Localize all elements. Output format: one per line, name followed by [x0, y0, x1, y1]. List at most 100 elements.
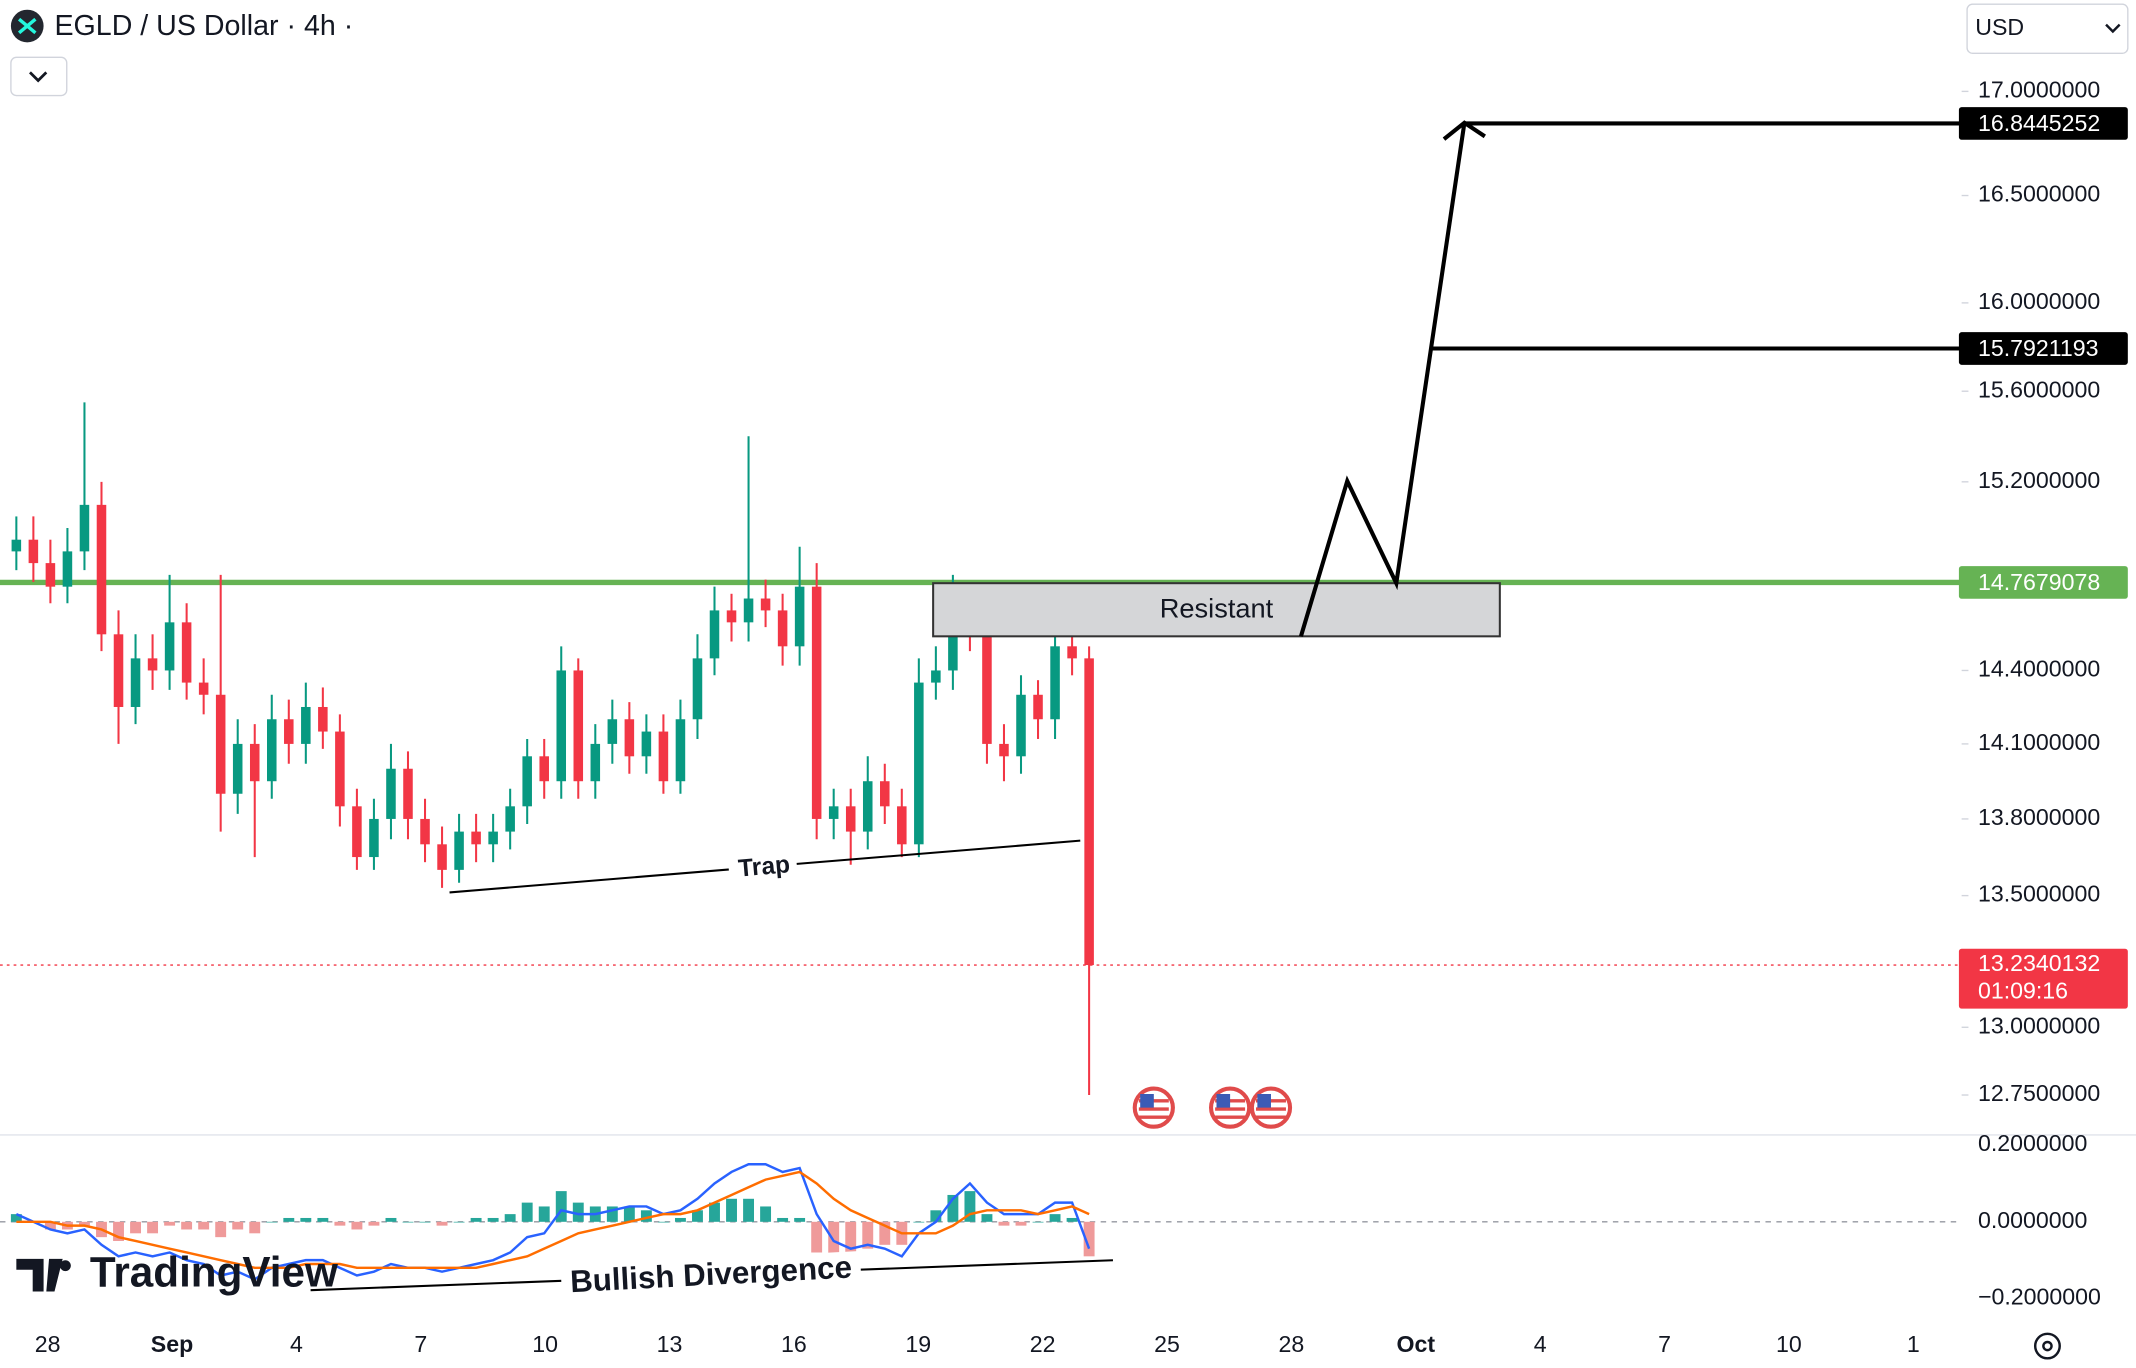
- candle-body: [130, 658, 141, 707]
- candle-body: [1050, 646, 1060, 720]
- candle-body: [62, 551, 73, 587]
- histogram-bar: [283, 1217, 295, 1222]
- histogram-bar: [657, 1221, 669, 1223]
- histogram-bar: [368, 1221, 380, 1226]
- histogram-bar: [981, 1214, 993, 1222]
- collapse-button[interactable]: [10, 56, 68, 97]
- histogram-bar: [1032, 1221, 1044, 1223]
- x-tick-label: 28: [1279, 1331, 1305, 1357]
- macd-line: [16, 1170, 1090, 1270]
- x-tick-label: 22: [1030, 1331, 1056, 1357]
- histogram-bar: [828, 1221, 840, 1264]
- histogram-bar: [419, 1221, 431, 1223]
- candle-body: [726, 610, 737, 623]
- candle-body: [232, 743, 243, 794]
- histogram-bar: [623, 1206, 635, 1222]
- histogram-bar: [572, 1202, 584, 1222]
- candle-body: [573, 670, 584, 782]
- chevron: [29, 71, 48, 83]
- price-tag: [1958, 107, 2128, 140]
- macd-line: [15, 1163, 1091, 1281]
- histogram-bar: [998, 1221, 1010, 1226]
- trap-label: Trap: [737, 851, 791, 882]
- currency-select[interactable]: [1966, 3, 2129, 54]
- brand: TradingView: [16, 1248, 338, 1295]
- x-tick-label: 10: [1776, 1331, 1802, 1357]
- histogram-bar: [811, 1221, 823, 1253]
- candle-body: [777, 610, 788, 647]
- histogram-bar: [1015, 1221, 1027, 1226]
- histogram-bar: [249, 1221, 261, 1234]
- candle-body: [641, 731, 652, 757]
- x-tick-label: 10: [532, 1331, 558, 1357]
- histogram-bar: [385, 1217, 397, 1222]
- chevron: [2105, 23, 2121, 34]
- histogram-bar: [692, 1210, 703, 1222]
- brand-logo: [16, 1258, 63, 1292]
- candle-body: [607, 719, 618, 744]
- x-tick-label: 28: [35, 1331, 61, 1357]
- histogram-bar: [964, 1191, 976, 1222]
- candle-body: [471, 831, 481, 845]
- histogram-bar: [879, 1221, 891, 1245]
- candle-body: [284, 719, 294, 744]
- histogram-bar: [215, 1221, 227, 1238]
- histogram-bar: [674, 1217, 686, 1222]
- candle-body: [454, 831, 464, 870]
- histogram-bar: [79, 1221, 90, 1226]
- y-tick-label: 13.0000000: [1978, 1012, 2100, 1038]
- plot-area: [0, 121, 1962, 1281]
- histogram-bar: [1066, 1217, 1078, 1222]
- candle-body: [45, 563, 56, 587]
- x-tick-label: Sep: [151, 1331, 193, 1357]
- resistance-zone: [932, 582, 1501, 638]
- y-tick-label: 12.7500000: [1978, 1080, 2100, 1106]
- label-bg: [727, 850, 799, 886]
- histogram-bar: [947, 1194, 959, 1222]
- y-tick-label: 0.0000000: [1978, 1207, 2087, 1233]
- candle-body: [811, 586, 822, 819]
- candle-body: [96, 504, 107, 635]
- symbol-logo-mark: [17, 17, 37, 35]
- candle-body: [11, 539, 22, 552]
- candle-body: [488, 831, 498, 845]
- histogram-bar: [300, 1217, 312, 1222]
- x-tick-label: 16: [781, 1331, 807, 1357]
- x-tick-label: 25: [1154, 1331, 1180, 1357]
- histogram-bar: [1049, 1214, 1061, 1222]
- price-tag: [1958, 332, 2128, 365]
- candle-body: [386, 768, 396, 819]
- candle-body: [301, 706, 311, 744]
- last-price-tag: [1958, 948, 2128, 1009]
- x-tick-label: 4: [1534, 1331, 1547, 1357]
- label-bg: [560, 1251, 862, 1303]
- settings-icon: [2042, 1340, 2053, 1352]
- price-tag-label: 16.8445252: [1978, 110, 2100, 136]
- histogram-bar: [930, 1210, 942, 1222]
- histogram-bar: [44, 1221, 56, 1230]
- countdown-label: 01:09:16: [1978, 977, 2068, 1003]
- event-flags: [1132, 1086, 1293, 1129]
- settings-button[interactable]: [2033, 1332, 2061, 1360]
- histogram-bar: [640, 1210, 652, 1222]
- candle-body: [403, 768, 413, 819]
- axis-labels: 17.0000000 16.5000000 16.0000000 15.6000000…: [35, 76, 2128, 1357]
- histogram-bar: [777, 1217, 789, 1222]
- histogram-bar: [402, 1221, 414, 1223]
- brand-logo-dot: [59, 1260, 71, 1272]
- y-tick-label: 14.1000000: [1978, 729, 2100, 755]
- candle-body: [1033, 694, 1043, 720]
- candle-body: [164, 622, 175, 671]
- histogram-bar: [606, 1206, 618, 1222]
- candle-body: [28, 539, 39, 564]
- histogram-bar: [862, 1221, 874, 1249]
- x-tick-label: 7: [1658, 1331, 1671, 1357]
- price-tag-label: 14.7679078: [1978, 569, 2100, 595]
- candle-body: [539, 756, 549, 782]
- histogram-bar: [351, 1221, 363, 1230]
- candle-body: [590, 743, 601, 782]
- flag-canton: [1140, 1094, 1271, 1108]
- candle-body: [760, 598, 771, 611]
- candle-body: [147, 658, 158, 671]
